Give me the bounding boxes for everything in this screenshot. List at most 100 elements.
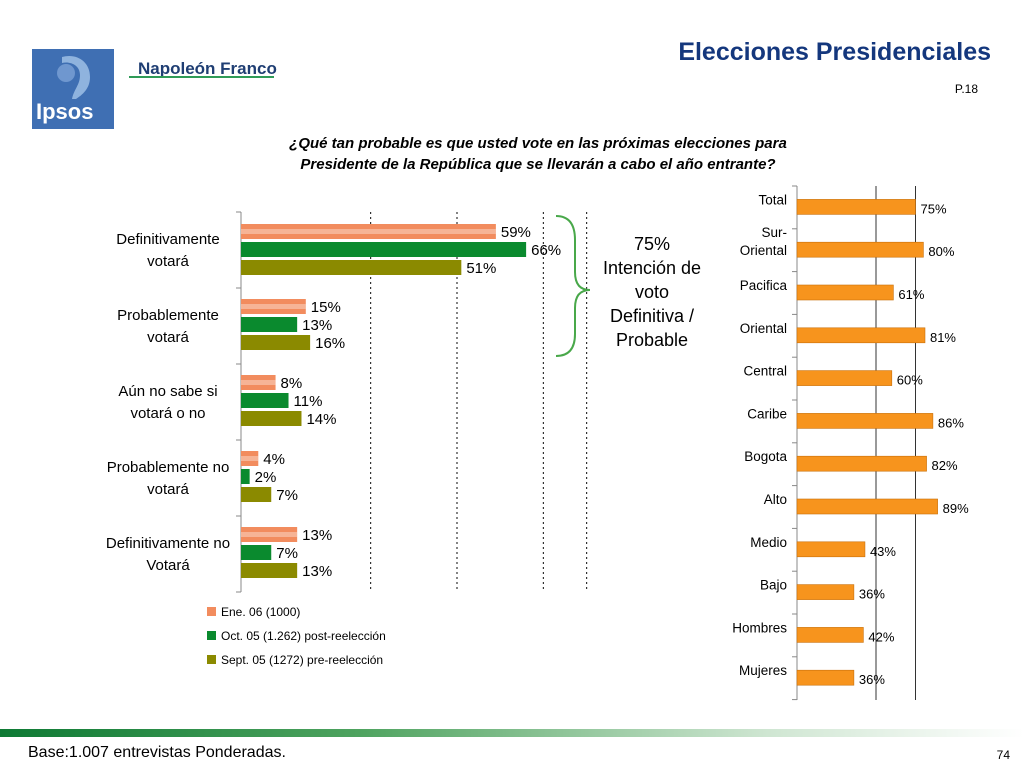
brand-underline bbox=[129, 76, 274, 78]
category-label: Definitivamente no bbox=[106, 535, 230, 552]
data-label: 36% bbox=[859, 587, 885, 602]
legend-swatch bbox=[207, 655, 216, 664]
bar bbox=[796, 669, 855, 686]
data-label: 14% bbox=[306, 411, 336, 428]
bracket-path bbox=[555, 215, 591, 357]
category-label: Caribe bbox=[747, 406, 787, 421]
data-label: 13% bbox=[302, 527, 332, 544]
legend-swatch bbox=[207, 607, 216, 616]
intent-bracket bbox=[555, 215, 591, 357]
category-label: Oriental bbox=[740, 321, 787, 336]
intent-line: Probable bbox=[616, 330, 688, 350]
main-bar-chart: Definitivamente votará Probablemente votará… bbox=[106, 211, 588, 667]
legend-swatch bbox=[207, 631, 216, 640]
category-label: Total bbox=[758, 192, 787, 207]
bar bbox=[796, 284, 894, 301]
category-label: Alto bbox=[764, 492, 787, 507]
data-label: 66% bbox=[531, 242, 561, 259]
bar bbox=[241, 375, 276, 390]
category-label: Pacifica bbox=[740, 278, 788, 293]
category-label: Medio bbox=[750, 535, 787, 550]
category-label: votará bbox=[147, 329, 189, 346]
bar-highlight bbox=[241, 304, 306, 309]
region-bar-chart: 75% Total 80% Sur- Oriental 61% Pacifica 81% Ori… bbox=[732, 185, 969, 701]
bar bbox=[796, 370, 893, 386]
footer-note: Base:1.007 entrevistas Ponderadas. bbox=[28, 744, 286, 761]
page-number: 74 bbox=[996, 748, 1010, 762]
data-label: 81% bbox=[930, 330, 956, 345]
bar bbox=[241, 451, 259, 466]
bar bbox=[796, 455, 927, 472]
data-label: 11% bbox=[294, 393, 323, 410]
bar bbox=[241, 242, 527, 257]
bar bbox=[796, 584, 855, 600]
survey-question: ¿Qué tan probable es que usted vote en l… bbox=[289, 135, 787, 173]
data-label: 80% bbox=[928, 244, 954, 259]
bar bbox=[241, 335, 311, 350]
data-label: 82% bbox=[932, 458, 958, 473]
data-label: 43% bbox=[870, 544, 896, 559]
data-label: 16% bbox=[315, 335, 345, 352]
category-label: Sur- bbox=[761, 225, 787, 240]
category-label: votará bbox=[147, 253, 189, 270]
page-title: Elecciones Presidenciales bbox=[678, 38, 991, 66]
data-label: 89% bbox=[943, 501, 969, 516]
category-label: Mujeres bbox=[739, 663, 787, 678]
bar bbox=[796, 241, 924, 258]
legend-label: Sept. 05 (1272) pre-reelección bbox=[221, 653, 383, 667]
category-label: Bajo bbox=[760, 578, 787, 593]
category-label: Probablemente no bbox=[107, 459, 230, 476]
bar bbox=[796, 327, 926, 344]
data-label: 4% bbox=[263, 451, 285, 468]
bar bbox=[241, 317, 298, 332]
intent-line: Definitiva / bbox=[610, 306, 694, 326]
data-label: 7% bbox=[276, 545, 298, 562]
data-label: 13% bbox=[302, 317, 332, 334]
footer-divider bbox=[0, 729, 1024, 737]
logo-text: Ipsos bbox=[36, 99, 93, 124]
ipsos-logo: Ipsos bbox=[32, 49, 114, 129]
data-label: 86% bbox=[938, 415, 964, 430]
bar-highlight bbox=[241, 456, 259, 461]
intent-line: 75% bbox=[634, 234, 670, 254]
category-label: Probablemente bbox=[117, 307, 219, 324]
bar bbox=[796, 199, 916, 215]
category-label: Oriental bbox=[740, 243, 787, 258]
data-label: 36% bbox=[859, 672, 885, 687]
bar bbox=[796, 627, 864, 643]
bar bbox=[241, 393, 289, 408]
intent-note: 75% Intención de voto Definitiva / Probable bbox=[603, 234, 701, 350]
category-label: votará o no bbox=[130, 405, 205, 422]
bar bbox=[241, 224, 496, 239]
data-label: 61% bbox=[898, 287, 924, 302]
data-label: 8% bbox=[281, 375, 303, 392]
data-label: 51% bbox=[466, 260, 496, 277]
data-label: 7% bbox=[276, 487, 298, 504]
category-label: Bogota bbox=[744, 449, 787, 464]
category-label: Hombres bbox=[732, 620, 787, 635]
bar bbox=[241, 411, 302, 426]
category-label: Central bbox=[743, 364, 787, 379]
bar bbox=[241, 299, 306, 314]
bar bbox=[241, 469, 250, 484]
data-label: 75% bbox=[921, 201, 947, 216]
bar bbox=[796, 498, 938, 515]
bar bbox=[796, 541, 866, 558]
page-code: P.18 bbox=[954, 82, 978, 96]
bar-highlight bbox=[241, 229, 496, 234]
bar bbox=[241, 545, 272, 560]
category-label: votará bbox=[147, 481, 189, 498]
intent-line: Intención de bbox=[603, 258, 701, 278]
legend-label: Oct. 05 (1.262) post-reelección bbox=[221, 629, 386, 643]
bar-highlight bbox=[241, 532, 298, 537]
bar bbox=[241, 563, 298, 578]
data-label: 59% bbox=[501, 224, 531, 241]
category-label: Aún no sabe si bbox=[118, 383, 217, 400]
bar bbox=[241, 487, 272, 502]
category-label: Definitivamente bbox=[116, 231, 219, 248]
bar bbox=[796, 413, 934, 429]
data-label: 2% bbox=[255, 469, 277, 486]
intent-line: voto bbox=[635, 282, 669, 302]
bar bbox=[241, 527, 298, 542]
